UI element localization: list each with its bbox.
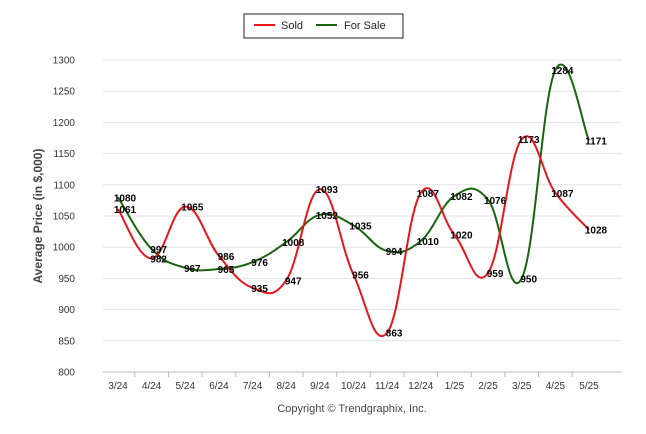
data-label-sold: 935 [251,284,268,295]
x-tick-label: 3/25 [512,381,532,392]
copyright: Copyright © Trendgraphix, Inc. [277,403,426,415]
x-tick-label: 10/24 [341,381,366,392]
y-tick-label: 850 [58,336,75,347]
legend: Sold For Sale [243,13,404,39]
data-label-for-sale: 1082 [450,192,473,203]
x-tick-label: 1/25 [445,381,465,392]
x-axis-ticks: 3/24 4/24 5/24 6/24 7/24 8/24 9/24 10/24 11/24 12… [103,371,622,392]
data-label-sold: 1093 [316,185,339,196]
legend-label-for-sale: For Sale [344,20,386,32]
data-label-for-sale: 965 [218,265,235,276]
data-label-for-sale: 994 [386,247,403,258]
x-tick-label: 12/24 [408,381,433,392]
data-label-for-sale: 1035 [349,221,372,232]
data-label-sold: 986 [218,252,235,263]
series-line-for-sale [117,63,590,284]
y-tick-label: 1050 [53,212,76,223]
data-label-sold: 1087 [551,189,574,200]
data-label-for-sale: 1171 [585,136,607,147]
y-axis-ticks: 800 850 900 950 1000 1050 1100 1150 1200 1250 1300 [53,56,76,379]
series-line-sold [117,135,590,337]
data-label-for-sale: 1080 [114,193,137,204]
data-label-for-sale: 950 [520,274,537,285]
y-tick-label: 950 [58,274,75,285]
y-tick-label: 1150 [53,149,75,160]
data-label-for-sale: 997 [150,245,167,256]
data-label-sold: 1065 [181,203,204,214]
y-axis-title: Average Price (in $,000) [31,149,45,284]
y-tick-label: 900 [58,305,75,316]
data-label-sold: 959 [487,269,504,280]
x-tick-label: 4/24 [142,381,162,392]
data-label-sold: 863 [386,329,403,340]
data-label-for-sale: 1076 [484,196,507,207]
data-label-sold: 982 [150,254,167,265]
data-label-for-sale: 1284 [551,66,574,77]
x-tick-label: 3/24 [108,381,128,392]
x-tick-label: 8/24 [276,381,296,392]
x-tick-label: 11/24 [375,381,400,392]
data-label-sold: 956 [352,271,369,282]
legend-label-sold: Sold [281,20,303,32]
x-tick-label: 4/25 [546,381,566,392]
data-label-for-sale: 976 [251,258,268,269]
data-label-sold: 1173 [518,135,540,146]
data-labels: 1061 982 1065 986 935 947 1093 956 863 1087 1020 95… [114,66,608,340]
x-tick-label: 9/24 [310,381,330,392]
x-tick-label: 6/24 [209,381,229,392]
x-tick-label: 5/24 [176,381,196,392]
data-label-for-sale: 1008 [282,238,305,249]
data-label-for-sale: 1052 [316,211,339,222]
data-label-sold: 1061 [114,205,137,216]
x-tick-label: 5/25 [579,381,599,392]
data-label-for-sale: 1010 [417,237,440,248]
y-tick-label: 1250 [53,87,76,98]
y-tick-label: 800 [58,368,75,379]
data-label-sold: 947 [285,276,302,287]
data-label-for-sale: 967 [184,264,201,275]
data-label-sold: 1028 [585,226,608,237]
gridlines [103,59,622,373]
y-tick-label: 1100 [53,180,75,191]
x-tick-label: 7/24 [243,381,263,392]
data-label-sold: 1087 [417,189,440,200]
series-lines [117,63,590,337]
x-tick-label: 2/25 [478,381,498,392]
y-tick-label: 1000 [53,243,76,254]
y-tick-label: 1300 [53,56,76,67]
y-tick-label: 1200 [53,118,76,129]
data-label-sold: 1020 [450,231,473,242]
